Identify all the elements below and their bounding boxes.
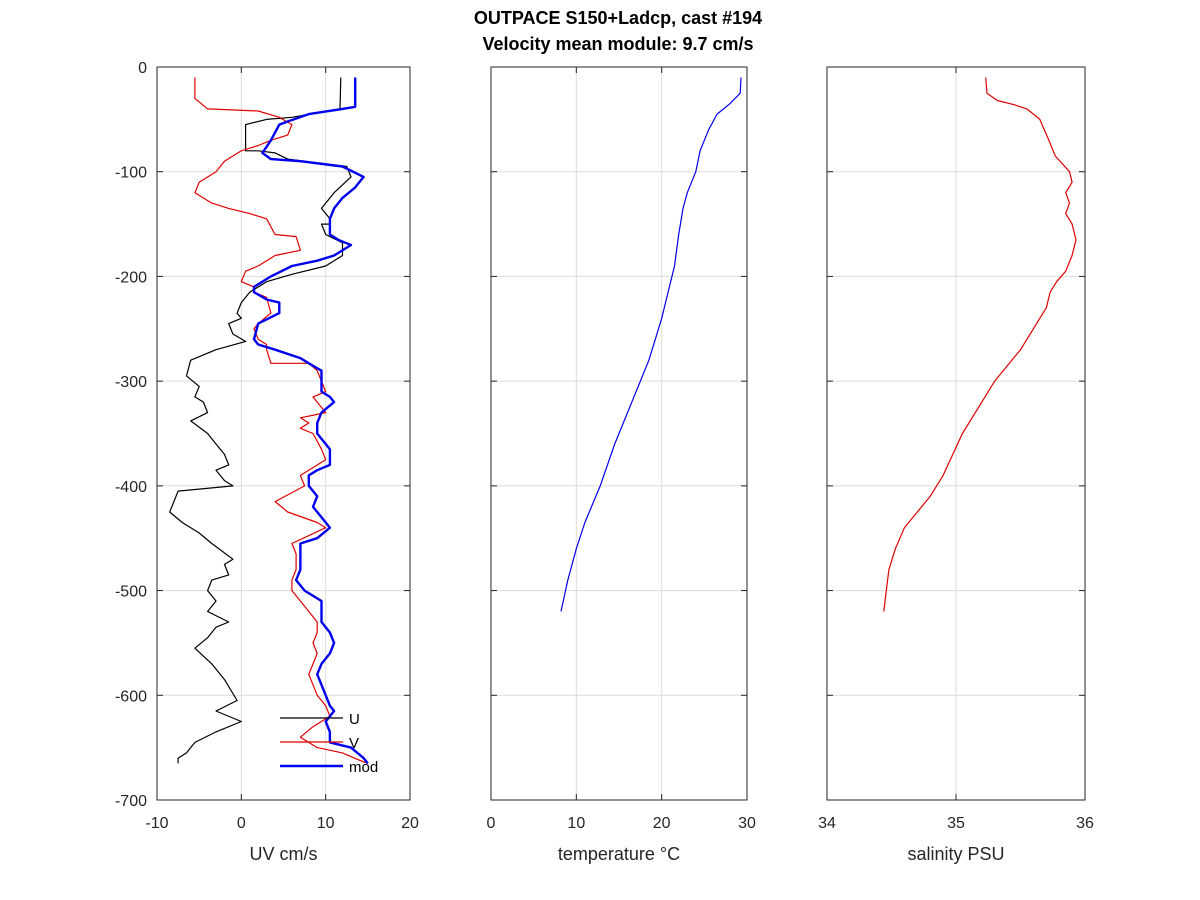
velocity-series-mod-line [252,77,369,765]
chart-title-line-1: OUTPACE S150+Ladcp, cast #194 [474,8,762,28]
velocity-series-v-line [194,77,369,764]
salinity-x-tick-label: 35 [947,815,965,832]
velocity-x-tick-label: 10 [317,815,335,832]
temperature-x-tick-label: 20 [653,815,671,832]
temperature-x-axis-label: temperature °C [558,844,680,864]
velocity-y-tick-label: -300 [115,374,147,391]
velocity-x-tick-label: -10 [145,815,168,832]
velocity-y-tick-label: 0 [138,60,147,77]
salinity-x-tick-label: 34 [818,815,836,832]
velocity-y-tick-label: -500 [115,584,147,601]
velocity-y-tick-label: -100 [115,165,147,182]
velocity-y-tick-label: -600 [115,688,147,705]
velocity-axes: -10 0 10 200-100-200-300-400-500-600-700UV … [115,60,419,864]
temperature-axes-box [490,66,748,801]
velocity-axes-box [156,66,411,801]
velocity-x-tick-label: 0 [237,815,246,832]
velocity-y-tick-label: -200 [115,269,147,286]
temperature-x-tick-label: 0 [487,815,496,832]
salinity-x-axis-label: salinity PSU [907,844,1004,864]
velocity-series-u-line [169,77,352,764]
temperature-series-profile-line [560,77,742,612]
legend-mod-label: mod [349,759,378,776]
velocity-y-tick-label: -700 [115,793,147,810]
velocity-x-axis-label: UV cm/s [249,844,317,864]
chart-title-line-2: Velocity mean module: 9.7 cm/s [482,34,753,54]
temperature-x-tick-label: 10 [567,815,585,832]
legend-v-label: V [349,735,359,752]
temperature-axes: 0 10 20 30 temperature °C [487,66,756,864]
temperature-x-tick-label: 30 [738,815,756,832]
salinity-x-tick-label: 36 [1076,815,1094,832]
legend-u-label: U [349,711,360,728]
velocity-x-tick-label: 20 [401,815,419,832]
velocity-y-tick-label: -400 [115,479,147,496]
salinity-axes: 34 35 36 salinity PSU [818,66,1094,864]
salinity-series-profile-line [883,77,1077,612]
